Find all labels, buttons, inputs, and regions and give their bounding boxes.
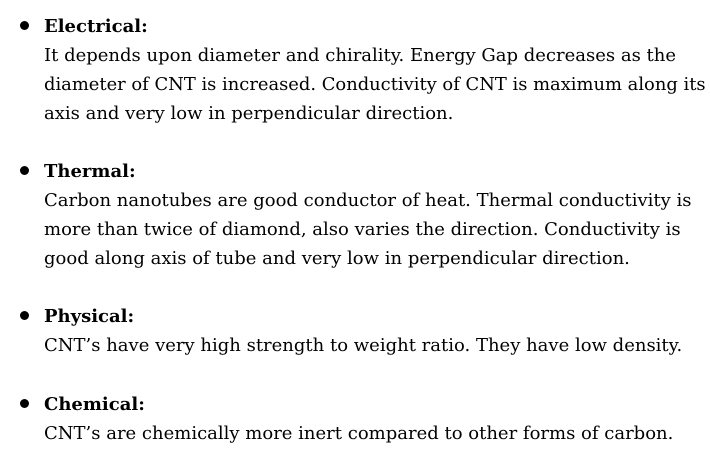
body-line: It depends upon diameter and chirality. … [44,45,677,66]
section-heading: Electrical: [44,16,148,37]
body-line: good along axis of tube and very low in … [44,248,630,269]
bullet-icon [20,311,29,320]
body-line: axis and very low in perpendicular direc… [44,103,454,124]
bullet-icon [20,399,29,408]
bullet-icon [20,21,29,30]
body-line: CNT’s are chemically more inert compared… [44,423,674,444]
section-body: Carbon nanotubes are good conductor of h… [44,186,706,273]
body-line: diameter of CNT is increased. Conductivi… [44,74,706,95]
body-line: more than twice of diamond, also varies … [44,219,681,240]
section-heading: Thermal: [44,161,136,182]
section-body: CNT’s are chemically more inert compared… [44,419,706,448]
section-body: It depends upon diameter and chirality. … [44,41,706,128]
body-line: CNT’s have very high strength to weight … [44,335,683,356]
section-body: CNT’s have very high strength to weight … [44,331,706,360]
section-heading: Chemical: [44,394,145,415]
body-line: Carbon nanotubes are good conductor of h… [44,190,692,211]
section-heading: Physical: [44,306,135,327]
bullet-icon [20,166,29,175]
